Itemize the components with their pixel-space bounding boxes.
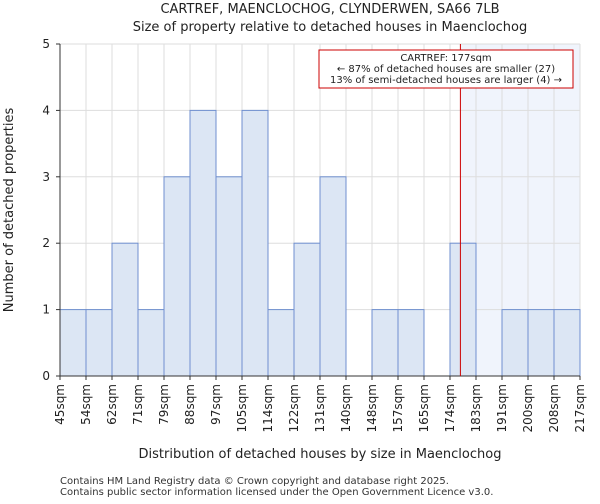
bar-45sqm <box>59 309 87 377</box>
x-tick-label-140sqm: 140sqm <box>339 384 353 432</box>
bar-157sqm <box>397 309 425 377</box>
bar-114sqm <box>267 309 295 377</box>
x-tick-label-114sqm: 114sqm <box>261 384 275 432</box>
x-tick-label-165sqm: 165sqm <box>417 384 431 432</box>
annotation-line2: ← 87% of detached houses are smaller (27… <box>337 64 555 75</box>
bar-174sqm <box>449 242 477 377</box>
annotation-line1: CARTREF: 177sqm <box>400 53 491 64</box>
bar-71sqm <box>137 309 165 377</box>
y-tick-label-4: 4 <box>42 103 50 117</box>
bar-88sqm <box>189 109 217 377</box>
bar-191sqm <box>501 309 529 377</box>
y-tick-label-1: 1 <box>42 303 50 317</box>
x-tick-label-200sqm: 200sqm <box>521 384 535 432</box>
bar-97sqm <box>215 176 243 377</box>
bar-105sqm <box>241 109 269 377</box>
x-tick-label-131sqm: 131sqm <box>313 384 327 432</box>
x-tick-label-217sqm: 217sqm <box>573 384 587 432</box>
y-tick-label-2: 2 <box>42 236 50 250</box>
footer-line1: Contains HM Land Registry data © Crown c… <box>60 476 449 487</box>
x-tick-label-148sqm: 148sqm <box>365 384 379 432</box>
x-axis-label: Distribution of detached houses by size … <box>139 447 502 462</box>
x-tick-label-208sqm: 208sqm <box>547 384 561 432</box>
x-tick-label-45sqm: 45sqm <box>53 384 67 425</box>
y-tick-label-0: 0 <box>42 369 50 383</box>
x-tick-label-97sqm: 97sqm <box>209 384 223 425</box>
chart-title-line2: Size of property relative to detached ho… <box>133 20 528 35</box>
y-tick-label-5: 5 <box>42 37 50 51</box>
x-tick-label-62sqm: 62sqm <box>105 384 119 425</box>
plot-area: 0 1 2 3 4 5 45sqm 54sqm 62sqm 71sqm 79sqm 88sqm 97sq… <box>42 37 587 432</box>
chart-title-line1: CARTREF, MAENCLOCHOG, CLYNDERWEN, SA66 7… <box>160 2 499 17</box>
x-tick-label-71sqm: 71sqm <box>131 384 145 425</box>
x-tick-label-157sqm: 157sqm <box>391 384 405 432</box>
bar-54sqm <box>85 309 113 377</box>
x-tick-label-79sqm: 79sqm <box>157 384 171 425</box>
x-tick-label-174sqm: 174sqm <box>443 384 457 432</box>
x-tick-label-183sqm: 183sqm <box>469 384 483 432</box>
x-tick-label-54sqm: 54sqm <box>79 384 93 425</box>
bar-208sqm <box>553 309 581 377</box>
bar-131sqm <box>319 176 347 377</box>
bar-62sqm <box>111 242 139 377</box>
y-tick-label-3: 3 <box>42 170 50 184</box>
x-tick-label-88sqm: 88sqm <box>183 384 197 425</box>
bar-148sqm <box>371 309 399 377</box>
y-axis-label: Number of detached properties <box>2 108 17 313</box>
annotation-line3: 13% of semi-detached houses are larger (… <box>330 75 562 86</box>
annotation-box <box>318 49 574 89</box>
footer-line2: Contains public sector information licen… <box>60 487 493 498</box>
x-tick-label-122sqm: 122sqm <box>287 384 301 432</box>
x-tick-label-191sqm: 191sqm <box>495 384 509 432</box>
bar-79sqm <box>163 176 191 377</box>
x-tick-label-105sqm: 105sqm <box>235 384 249 432</box>
bar-122sqm <box>293 242 321 377</box>
bar-200sqm <box>527 309 555 377</box>
